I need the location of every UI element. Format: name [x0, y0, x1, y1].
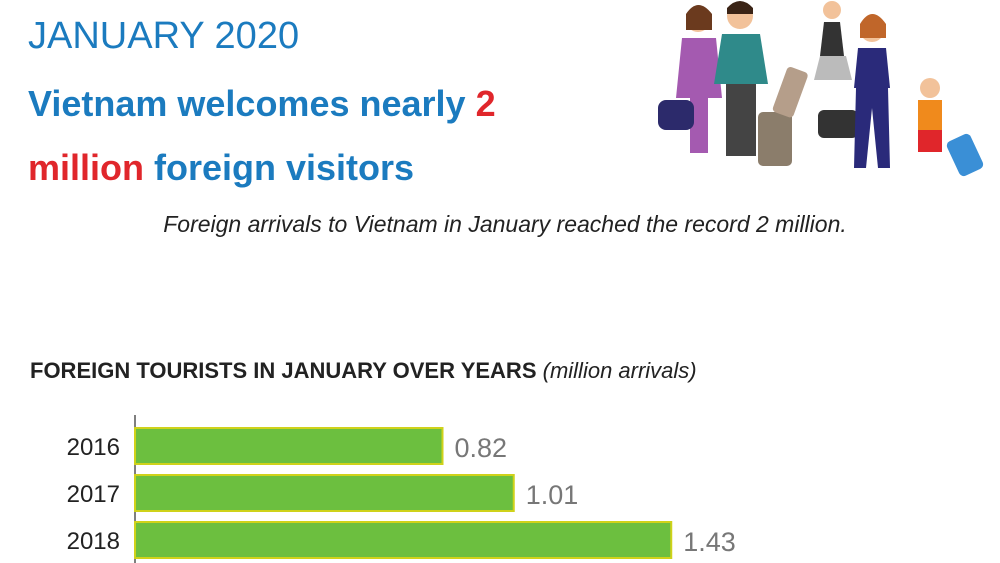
bar [134, 474, 515, 512]
y-tick-label: 2016 [67, 434, 120, 461]
date: JANUARY 2020 [28, 15, 299, 57]
headline-part: million [28, 147, 144, 188]
data-label: 0.82 [455, 433, 508, 463]
data-label: 1.01 [526, 480, 579, 510]
subtitle: Foreign arrivals to Vietnam in January r… [163, 211, 847, 237]
y-tick-label: 2017 [67, 481, 120, 508]
headline-part: 2 [476, 83, 496, 124]
headline-line: Vietnam welcomes nearly 2 [28, 83, 496, 124]
bar [134, 521, 673, 559]
data-label: 1.43 [683, 527, 736, 557]
headline-part: foreign visitors [144, 147, 414, 188]
travelers-illustration [658, 1, 984, 177]
chart-title: FOREIGN TOURISTS IN JANUARY OVER YEARS [30, 358, 537, 383]
headline-line: million foreign visitors [28, 147, 414, 188]
y-tick-label: 2018 [67, 528, 120, 555]
unit-label: (million arrivals) [543, 358, 697, 383]
headline-part: Vietnam welcomes nearly [28, 83, 476, 124]
chart-heading: FOREIGN TOURISTS IN JANUARY OVER YEARS (… [30, 358, 697, 383]
bar [134, 427, 444, 465]
